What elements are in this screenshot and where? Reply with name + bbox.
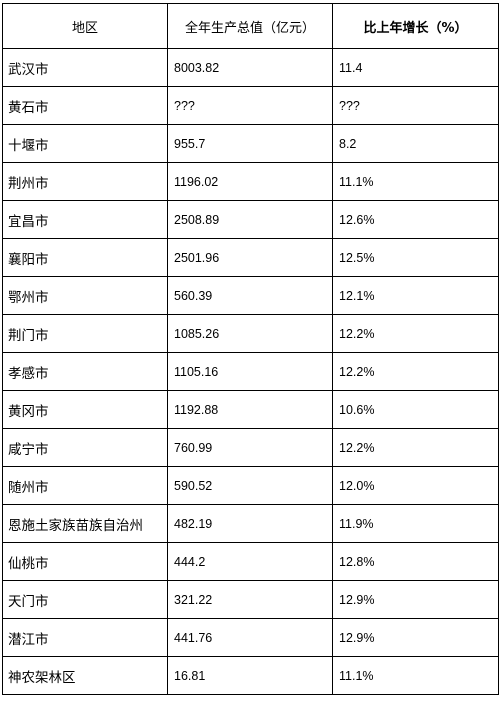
table-row: 荆州市 1196.02 11.1% (2, 162, 499, 201)
cell-growth: 11.9% (332, 504, 499, 543)
table-header: 地区 全年生产总值（亿元） 比上年增长（%） (2, 3, 499, 49)
cell-region: 荆门市 (2, 314, 168, 353)
cell-region: 鄂州市 (2, 276, 168, 315)
table-row: 咸宁市 760.99 12.2% (2, 428, 499, 467)
table-row: 鄂州市 560.39 12.1% (2, 276, 499, 315)
cell-gdp: 8003.82 (167, 48, 333, 87)
cell-gdp: 321.22 (167, 580, 333, 619)
header-region: 地区 (2, 3, 168, 49)
header-row: 地区 全年生产总值（亿元） 比上年增长（%） (2, 3, 499, 49)
cell-growth: 12.5% (332, 238, 499, 277)
cell-gdp: 482.19 (167, 504, 333, 543)
gdp-table: 地区 全年生产总值（亿元） 比上年增长（%） 武汉市 8003.82 11.4 黄石市… (2, 3, 499, 695)
cell-growth: 10.6% (332, 390, 499, 429)
cell-gdp: ??? (167, 86, 333, 125)
cell-region: 咸宁市 (2, 428, 168, 467)
cell-growth: 11.1% (332, 162, 499, 201)
cell-gdp: 760.99 (167, 428, 333, 467)
header-gdp: 全年生产总值（亿元） (167, 3, 333, 49)
cell-region: 宜昌市 (2, 200, 168, 239)
table-row: 仙桃市 444.2 12.8% (2, 542, 499, 581)
table-row: 武汉市 8003.82 11.4 (2, 48, 499, 87)
table-row: 荆门市 1085.26 12.2% (2, 314, 499, 353)
table-row: 恩施土家族苗族自治州 482.19 11.9% (2, 504, 499, 543)
cell-growth: ??? (332, 86, 499, 125)
table-row: 潜江市 441.76 12.9% (2, 618, 499, 657)
cell-region: 十堰市 (2, 124, 168, 163)
table-row: 天门市 321.22 12.9% (2, 580, 499, 619)
cell-growth: 12.9% (332, 618, 499, 657)
cell-growth: 12.8% (332, 542, 499, 581)
cell-gdp: 16.81 (167, 656, 333, 695)
cell-growth: 12.2% (332, 314, 499, 353)
cell-region: 荆州市 (2, 162, 168, 201)
cell-growth: 8.2 (332, 124, 499, 163)
cell-gdp: 1196.02 (167, 162, 333, 201)
cell-gdp: 444.2 (167, 542, 333, 581)
cell-gdp: 1085.26 (167, 314, 333, 353)
cell-region: 仙桃市 (2, 542, 168, 581)
cell-growth: 11.4 (332, 48, 499, 87)
cell-growth: 12.6% (332, 200, 499, 239)
cell-growth: 12.2% (332, 428, 499, 467)
table-row: 十堰市 955.7 8.2 (2, 124, 499, 163)
header-growth: 比上年增长（%） (332, 3, 499, 49)
cell-region: 黄石市 (2, 86, 168, 125)
cell-gdp: 2501.96 (167, 238, 333, 277)
table-row: 孝感市 1105.16 12.2% (2, 352, 499, 391)
table-row: 神农架林区 16.81 11.1% (2, 656, 499, 695)
cell-gdp: 1105.16 (167, 352, 333, 391)
cell-gdp: 1192.88 (167, 390, 333, 429)
cell-growth: 12.2% (332, 352, 499, 391)
cell-region: 孝感市 (2, 352, 168, 391)
table-body: 武汉市 8003.82 11.4 黄石市?????? 十堰市 955.7 8.2 荆州市 119… (2, 48, 499, 695)
table-row: 襄阳市 2501.96 12.5% (2, 238, 499, 277)
cell-growth: 12.9% (332, 580, 499, 619)
cell-gdp: 441.76 (167, 618, 333, 657)
cell-growth: 12.0% (332, 466, 499, 505)
cell-region: 武汉市 (2, 48, 168, 87)
cell-region: 襄阳市 (2, 238, 168, 277)
cell-region: 黄冈市 (2, 390, 168, 429)
cell-gdp: 2508.89 (167, 200, 333, 239)
cell-region: 天门市 (2, 580, 168, 619)
cell-gdp: 590.52 (167, 466, 333, 505)
table-row: 随州市 590.52 12.0% (2, 466, 499, 505)
table-row: 黄石市?????? (2, 86, 499, 125)
cell-growth: 11.1% (332, 656, 499, 695)
table-row: 宜昌市 2508.89 12.6% (2, 200, 499, 239)
cell-gdp: 955.7 (167, 124, 333, 163)
cell-region: 神农架林区 (2, 656, 168, 695)
cell-region: 随州市 (2, 466, 168, 505)
cell-region: 潜江市 (2, 618, 168, 657)
cell-gdp: 560.39 (167, 276, 333, 315)
cell-growth: 12.1% (332, 276, 499, 315)
cell-region: 恩施土家族苗族自治州 (2, 504, 168, 543)
table-row: 黄冈市 1192.88 10.6% (2, 390, 499, 429)
